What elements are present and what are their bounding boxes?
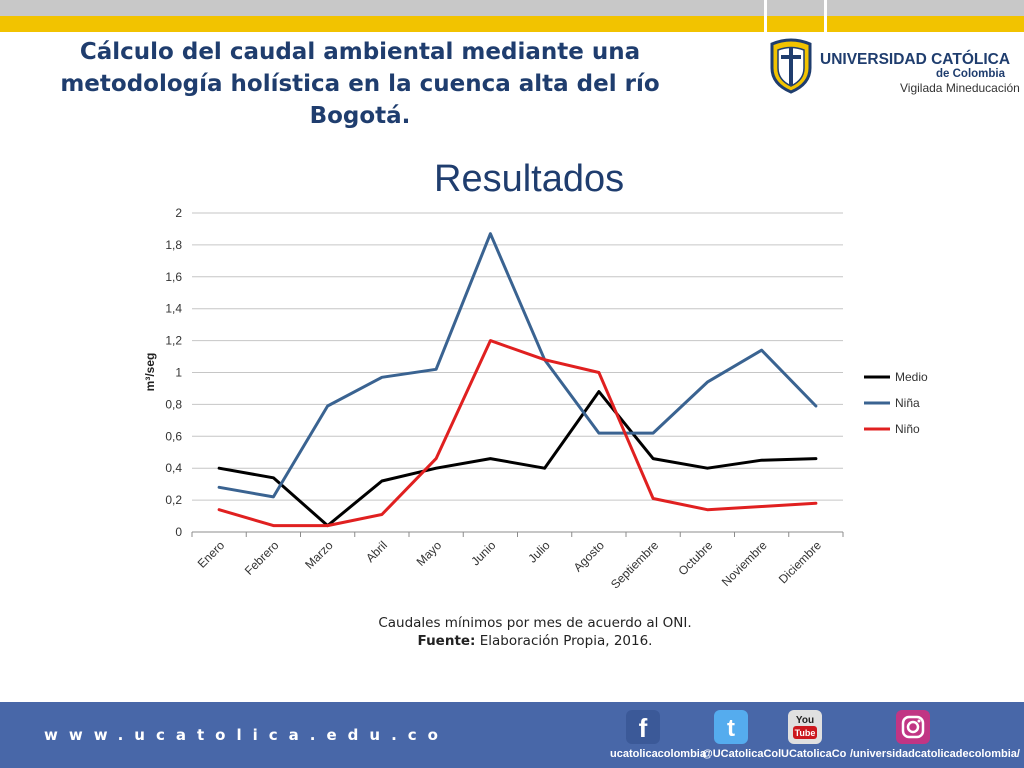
x-tick-label: Abril (363, 538, 390, 565)
y-tick-label: 2 (175, 206, 182, 220)
footer-website-link[interactable]: www.ucatolica.edu.co (44, 726, 449, 744)
shield-icon (770, 38, 812, 94)
y-tick-label: 0,6 (165, 429, 182, 443)
top-bar-divider (824, 0, 827, 32)
x-tick-label: Noviembre (719, 538, 770, 589)
top-yellow-bar (0, 16, 1024, 32)
series-line-niña (217, 232, 818, 499)
series-line-medio (217, 390, 818, 528)
chart-caption: Caudales mínimos por mes de acuerdo al O… (335, 614, 735, 650)
x-tick-label: Julio (525, 538, 553, 566)
y-tick-label: 1,8 (165, 238, 182, 252)
x-tick-label: Junio (468, 538, 498, 568)
footer-bar: www.ucatolica.edu.co f t You Tube ucatol… (0, 702, 1024, 768)
y-tick-label: 1,6 (165, 270, 182, 284)
twitter-handle[interactable]: @UCatolicaCol (702, 748, 782, 760)
facebook-handle[interactable]: ucatolicacolombia (610, 748, 706, 760)
caption-source-label: Fuente: (417, 633, 476, 649)
logo-name: UNIVERSIDAD CATÓLICA (820, 51, 1010, 69)
y-tick-label: 0,4 (165, 461, 182, 475)
line-chart: 0 0,2 0,4 0,6 0,8 1 1,2 1,4 1,6 1,8 2 Enero Febrero M… (143, 206, 928, 592)
youtube-icon[interactable]: You Tube (788, 710, 822, 744)
series-line-niño (217, 339, 818, 528)
caption-source: Fuente: Elaboración Propia, 2016. (335, 632, 735, 650)
svg-text:t: t (727, 715, 735, 742)
logo-subtitle: de Colombia (936, 68, 1006, 80)
caption-line: Caudales mínimos por mes de acuerdo al O… (378, 615, 692, 631)
legend-label: Niña (895, 396, 920, 410)
logo-name-part1: UNIVERSIDAD (820, 51, 932, 68)
instagram-handle[interactable]: /universidadcatolicadecolombia/ (850, 748, 1020, 760)
y-tick-label: 1,2 (165, 334, 182, 348)
svg-text:Tube: Tube (795, 728, 816, 738)
top-bar-divider (764, 0, 767, 32)
instagram-icon[interactable] (896, 710, 930, 744)
y-tick-label: 0 (175, 525, 182, 539)
twitter-icon[interactable]: t (714, 710, 748, 744)
x-tick-label: Febrero (242, 538, 282, 578)
svg-text:f: f (639, 713, 648, 743)
y-tick-label: 1,4 (165, 302, 182, 316)
youtube-handle[interactable]: UCatolicaCo (781, 748, 847, 760)
caption-source-text: Elaboración Propia, 2016. (475, 633, 653, 649)
legend-label: Medio (895, 370, 928, 384)
x-tick-label: Septiembre (608, 538, 662, 592)
svg-text:You: You (796, 715, 814, 726)
y-tick-label: 0,2 (165, 493, 182, 507)
logo-tagline: Vigilada Mineducación (900, 81, 1020, 95)
x-tick-label: Mayo (414, 538, 445, 569)
legend-label: Niño (895, 422, 920, 436)
x-tick-label: Enero (195, 538, 228, 571)
x-tick-label: Diciembre (776, 538, 824, 586)
university-logo: UNIVERSIDAD CATÓLICA de Colombia Vigilad… (766, 36, 1020, 100)
y-tick-label: 0,8 (165, 397, 182, 411)
y-axis-title: m³/seg (143, 353, 157, 392)
facebook-icon[interactable]: f (626, 710, 660, 744)
y-tick-label: 1 (175, 366, 182, 380)
top-gray-bar (0, 0, 1024, 16)
section-title: Resultados (434, 158, 625, 200)
x-tick-label: Agosto (571, 538, 608, 575)
x-tick-label: Octubre (675, 538, 715, 578)
logo-name-part2: CATÓLICA (931, 51, 1011, 68)
slide-title: Cálculo del caudal ambiental mediante un… (60, 39, 660, 129)
x-tick-label: Marzo (302, 538, 336, 572)
